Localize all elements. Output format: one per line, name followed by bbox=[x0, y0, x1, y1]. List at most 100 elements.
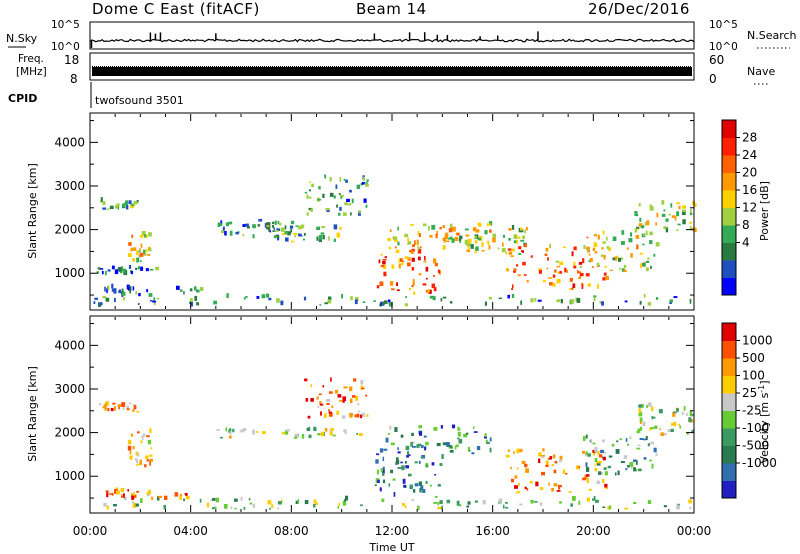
data-cell bbox=[360, 182, 363, 186]
data-cell bbox=[511, 293, 515, 298]
data-cell bbox=[140, 243, 143, 249]
data-cell bbox=[396, 289, 400, 292]
data-cell bbox=[397, 447, 399, 451]
data-cell bbox=[639, 417, 643, 422]
data-cell bbox=[379, 448, 384, 453]
data-cell bbox=[240, 496, 243, 501]
data-cell bbox=[451, 238, 455, 243]
data-cell bbox=[570, 299, 575, 304]
data-cell bbox=[125, 200, 129, 204]
data-cell bbox=[663, 433, 667, 436]
data-cell bbox=[327, 299, 332, 304]
data-cell bbox=[497, 247, 500, 250]
data-cell bbox=[324, 428, 328, 432]
data-cell bbox=[127, 489, 130, 492]
data-cell bbox=[221, 230, 225, 234]
data-cell bbox=[679, 425, 681, 429]
data-cell bbox=[594, 251, 598, 254]
data-cell bbox=[456, 444, 459, 448]
data-cell bbox=[417, 230, 420, 236]
data-cell bbox=[558, 485, 561, 490]
x-tick-label: 20:00 bbox=[576, 524, 611, 538]
data-cell bbox=[457, 431, 461, 437]
data-cell bbox=[639, 252, 643, 255]
data-cell bbox=[135, 451, 139, 456]
colorbar-swatch bbox=[722, 137, 736, 156]
data-cell bbox=[411, 250, 414, 254]
data-cell bbox=[458, 439, 463, 444]
data-cell bbox=[631, 466, 633, 470]
data-cell bbox=[556, 278, 561, 284]
data-cell bbox=[674, 421, 677, 427]
colorbar-swatch bbox=[722, 445, 736, 464]
data-cell bbox=[513, 271, 516, 273]
data-cell bbox=[439, 463, 443, 466]
data-cell bbox=[582, 477, 587, 481]
data-cell bbox=[126, 405, 129, 410]
data-cell bbox=[153, 301, 156, 305]
data-cell bbox=[522, 235, 526, 239]
data-cell bbox=[474, 240, 478, 244]
data-cell bbox=[454, 236, 458, 242]
data-cell bbox=[474, 235, 477, 239]
data-cell bbox=[503, 504, 505, 509]
data-cell bbox=[216, 429, 220, 431]
data-cell bbox=[344, 431, 347, 434]
data-cell bbox=[682, 219, 686, 225]
data-cell bbox=[512, 284, 514, 289]
data-cell bbox=[158, 495, 163, 498]
data-cell bbox=[242, 428, 247, 432]
data-cell bbox=[619, 257, 624, 260]
data-cell bbox=[638, 411, 643, 417]
data-cell bbox=[638, 468, 642, 472]
data-cell bbox=[516, 467, 519, 470]
data-cell bbox=[668, 214, 671, 216]
data-cell bbox=[128, 264, 132, 269]
data-cell bbox=[320, 431, 325, 437]
data-cell bbox=[301, 224, 305, 229]
data-cell bbox=[649, 459, 652, 462]
data-cell bbox=[136, 250, 139, 256]
data-cell bbox=[588, 253, 591, 256]
data-cell bbox=[361, 387, 365, 390]
colorbar-swatch bbox=[722, 428, 736, 446]
data-cell bbox=[409, 250, 413, 253]
data-cell bbox=[433, 275, 435, 277]
data-cell bbox=[148, 232, 152, 237]
data-cell bbox=[397, 226, 399, 231]
data-cell bbox=[573, 265, 577, 269]
data-cell bbox=[122, 493, 125, 498]
colorbar-swatch bbox=[722, 207, 736, 226]
data-cell bbox=[313, 503, 316, 508]
data-cell bbox=[137, 452, 140, 457]
data-cell bbox=[520, 239, 525, 242]
data-cell bbox=[407, 237, 409, 243]
data-cell bbox=[145, 268, 149, 272]
data-cell bbox=[606, 246, 609, 250]
data-cell bbox=[146, 491, 149, 495]
data-cell bbox=[223, 504, 228, 509]
data-cell bbox=[346, 198, 350, 202]
data-cell bbox=[661, 213, 666, 217]
data-cell bbox=[559, 271, 563, 274]
data-cell bbox=[621, 230, 625, 235]
data-cell bbox=[477, 237, 482, 241]
data-cell bbox=[604, 265, 607, 268]
data-cell bbox=[326, 403, 330, 405]
data-cell bbox=[194, 295, 198, 301]
data-cell bbox=[405, 296, 408, 298]
data-cell bbox=[689, 221, 692, 224]
x-tick-label: 12:00 bbox=[375, 524, 410, 538]
data-cell bbox=[403, 484, 406, 488]
data-cell bbox=[658, 409, 663, 414]
data-cell bbox=[121, 402, 126, 407]
colorbar-tick-label: 16 bbox=[742, 183, 757, 197]
data-cell bbox=[433, 287, 437, 292]
data-cell bbox=[428, 289, 432, 294]
data-cell bbox=[552, 274, 556, 278]
data-cell bbox=[304, 378, 308, 382]
data-cell bbox=[258, 218, 263, 222]
data-cell bbox=[252, 234, 255, 239]
data-cell bbox=[146, 493, 150, 497]
data-cell bbox=[508, 238, 511, 241]
